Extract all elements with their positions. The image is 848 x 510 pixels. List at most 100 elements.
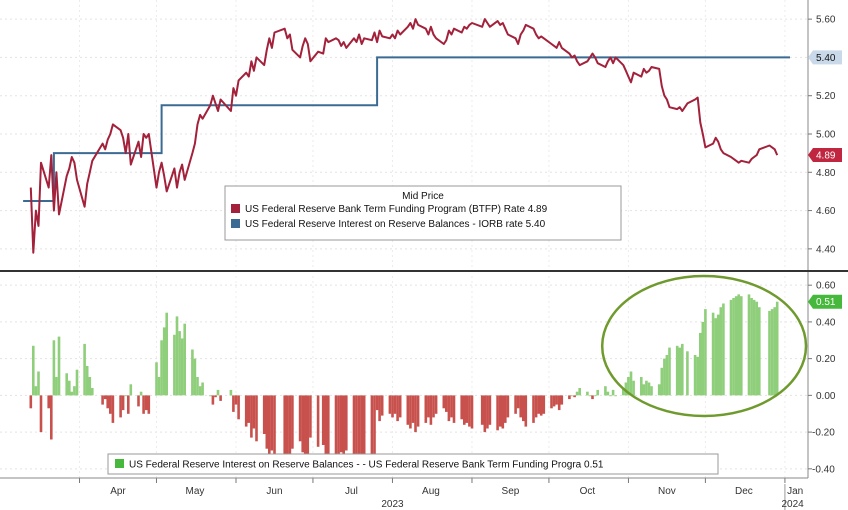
spread-bar xyxy=(324,395,328,460)
spread-bar xyxy=(629,371,633,396)
spread-bar xyxy=(34,386,38,396)
spread-bar xyxy=(770,309,774,396)
iorb-value-tag: 5.40 xyxy=(808,50,842,65)
spread-bar xyxy=(550,395,553,409)
spread-bar xyxy=(411,395,415,423)
spread-bar xyxy=(740,296,743,396)
spread-bar xyxy=(388,395,392,414)
spread-bar xyxy=(137,395,140,407)
spread-bar xyxy=(339,395,343,453)
spread-bar xyxy=(750,298,753,396)
spread-bar xyxy=(732,298,735,396)
spread-bar xyxy=(568,395,571,400)
spread-bar xyxy=(375,395,379,411)
spread-bar xyxy=(604,386,607,396)
spread-bar xyxy=(306,395,310,455)
spread-bar xyxy=(196,377,199,396)
spread-bar xyxy=(611,389,615,396)
spread-bar xyxy=(234,395,238,405)
spread-bar xyxy=(711,312,715,396)
spread-bar xyxy=(606,391,610,396)
spread-value-tag-shape xyxy=(808,294,842,309)
spread-bar xyxy=(211,395,215,405)
iorb-value-tag-label: 5.40 xyxy=(816,53,836,64)
spread-bar xyxy=(65,373,68,396)
spread-bar xyxy=(460,395,463,420)
y-tick-label: 5.00 xyxy=(816,130,836,141)
spread-bar xyxy=(55,377,58,396)
spread-bar xyxy=(414,395,417,433)
spread-bar xyxy=(288,395,292,464)
spread-bar xyxy=(198,386,202,396)
spread-bar xyxy=(75,369,79,396)
spread-bar xyxy=(429,395,433,425)
spread-bar xyxy=(442,395,446,409)
spread-bar xyxy=(775,301,779,396)
spread-bar xyxy=(270,395,274,451)
btfp-value-tag: 4.89 xyxy=(808,148,842,163)
legend-swatch xyxy=(231,219,240,228)
spread-bar xyxy=(244,395,248,427)
spread-bar xyxy=(378,395,381,422)
spread-bar xyxy=(588,395,592,397)
spread-bar xyxy=(157,377,161,396)
spread-bar xyxy=(101,395,104,405)
spread-bar xyxy=(752,299,756,396)
spread-bar xyxy=(632,380,635,396)
btfp-rate-line xyxy=(29,18,779,254)
spread-bar xyxy=(255,395,258,442)
iorb-value-tag-shape xyxy=(808,50,842,65)
spread-bar xyxy=(173,334,176,396)
spread-bar xyxy=(758,307,761,396)
spread-bar xyxy=(578,388,581,396)
spread-bar xyxy=(155,362,158,396)
spread-bar xyxy=(191,349,194,396)
spread-bar xyxy=(434,395,438,414)
spread-bar xyxy=(488,395,492,425)
spread-bar xyxy=(39,395,43,433)
spread-bar xyxy=(737,294,740,396)
spread-bar xyxy=(596,389,599,396)
spread-bar xyxy=(663,358,666,396)
spread-bar xyxy=(593,395,597,397)
spread-bar xyxy=(321,395,325,445)
spread-bar xyxy=(109,395,112,414)
spread-bar xyxy=(447,395,451,422)
spread-bar xyxy=(570,395,574,397)
spread-bar xyxy=(573,395,576,398)
spread-bar xyxy=(496,395,499,431)
spread-bar xyxy=(232,395,235,412)
spread-bar xyxy=(675,345,679,396)
spread-bar xyxy=(519,395,522,418)
spread-bar xyxy=(668,347,671,396)
spread-bar xyxy=(575,391,579,396)
y-tick-label: 4.60 xyxy=(816,206,836,217)
spread-bar xyxy=(560,395,564,405)
spread-bar xyxy=(193,358,197,396)
spread-bar xyxy=(665,355,669,396)
y-tick-label: -0.40 xyxy=(812,464,835,475)
spread-value-tag: 0.51 xyxy=(808,294,842,309)
spread-bar xyxy=(591,395,594,400)
spread-bar xyxy=(337,395,340,458)
spread-bar xyxy=(178,331,181,396)
spread-bar xyxy=(552,395,556,407)
spread-bar xyxy=(262,395,266,434)
spread-bar xyxy=(522,395,525,422)
spread-bar xyxy=(722,303,725,396)
spread-bar xyxy=(445,395,448,412)
spread-bar xyxy=(409,395,412,429)
spread-bar xyxy=(298,395,302,442)
spread-bar xyxy=(127,395,130,414)
spread-bar xyxy=(73,386,76,396)
spread-bar xyxy=(640,377,643,396)
spread-bar xyxy=(380,395,384,416)
spread-bar xyxy=(463,395,466,425)
spread-bar xyxy=(537,395,540,414)
spread-bar xyxy=(265,395,269,449)
spread-bar xyxy=(557,395,561,411)
spread-bar xyxy=(406,395,410,425)
spread-bar xyxy=(303,395,307,460)
spread-bar xyxy=(201,382,204,396)
